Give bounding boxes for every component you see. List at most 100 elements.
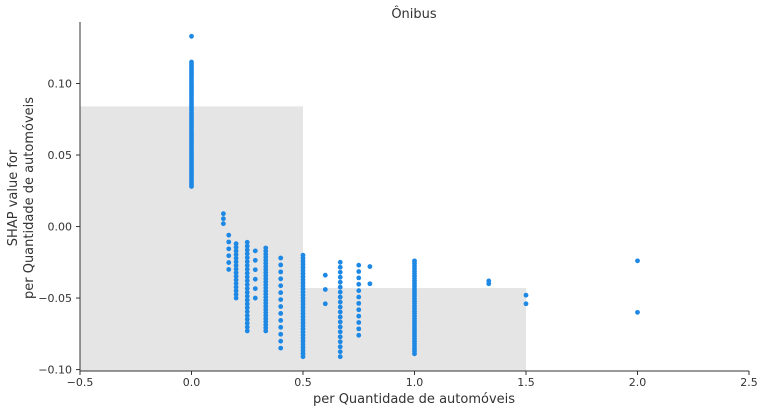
y-tick-label-0: −0.10 bbox=[38, 364, 72, 377]
scatter-point-89 bbox=[244, 316, 250, 322]
scatter-point-157 bbox=[278, 255, 284, 261]
scatter-point-102 bbox=[244, 266, 250, 272]
axes: −0.5 0.0 0.5 1.0 1.5 2.0 2.5 −0.10 −0.05 0.00 0.05… bbox=[38, 22, 758, 389]
scatter-point-200 bbox=[337, 329, 343, 335]
scatter-point-91 bbox=[244, 309, 250, 315]
scatter-point-70 bbox=[233, 295, 239, 301]
scatter-point-197 bbox=[337, 344, 343, 350]
scatter-point-80 bbox=[233, 259, 239, 265]
scatter-point-212 bbox=[337, 269, 343, 275]
scatter-point-101 bbox=[244, 270, 250, 276]
scatter-point-194 bbox=[322, 272, 328, 278]
scatter-point-69 bbox=[226, 232, 232, 238]
scatter-point-224 bbox=[356, 275, 362, 281]
scatter-point-106 bbox=[244, 251, 250, 257]
scatter-point-150 bbox=[278, 304, 284, 309]
y-tick-label-2: 0.00 bbox=[48, 221, 73, 234]
scatter-point-149 bbox=[278, 311, 284, 316]
scatter-point-110 bbox=[252, 295, 258, 301]
scatter-point-104 bbox=[244, 259, 250, 264]
scatter-point-73 bbox=[233, 284, 239, 290]
scatter-point-61 bbox=[220, 221, 226, 227]
scatter-point-60 bbox=[189, 33, 194, 39]
scatter-point-86 bbox=[244, 328, 250, 334]
scatter-point-203 bbox=[337, 314, 343, 320]
scatter-point-147 bbox=[278, 324, 284, 330]
scatter-point-103 bbox=[244, 263, 250, 268]
scatter-point-191 bbox=[300, 252, 306, 258]
scatter-point-217 bbox=[356, 320, 362, 325]
scatter-point-74 bbox=[233, 281, 239, 286]
x-tick-label-4: 1.5 bbox=[517, 376, 535, 389]
scatter-point-71 bbox=[233, 292, 239, 297]
scatter-point-201 bbox=[337, 324, 343, 330]
scatter-point-87 bbox=[244, 324, 250, 330]
scatter-point-63 bbox=[220, 211, 226, 217]
scatter-point-193 bbox=[322, 287, 328, 292]
scatter-point-208 bbox=[337, 289, 343, 295]
scatter-point-77 bbox=[233, 270, 239, 276]
scatter-point-271 bbox=[635, 309, 640, 315]
scatter-point-196 bbox=[337, 349, 343, 355]
scatter-point-62 bbox=[220, 216, 226, 222]
scatter-point-111 bbox=[252, 286, 258, 292]
scatter-point-93 bbox=[244, 301, 250, 307]
scatter-point-151 bbox=[278, 297, 284, 302]
scatter-point-68 bbox=[226, 239, 232, 245]
scatter-point-148 bbox=[278, 317, 284, 323]
scatter-point-204 bbox=[337, 309, 343, 315]
scatter-point-96 bbox=[244, 289, 250, 295]
scatter-point-195 bbox=[337, 354, 343, 360]
scatter-point-228 bbox=[367, 264, 373, 269]
scatter-point-218 bbox=[356, 313, 362, 319]
scatter-point-198 bbox=[337, 339, 343, 345]
scatter-point-66 bbox=[226, 253, 232, 259]
scatter-point-143 bbox=[263, 245, 269, 251]
scatter-point-207 bbox=[337, 294, 343, 300]
chart-title: Ônibus bbox=[391, 6, 437, 22]
scatter-point-211 bbox=[337, 274, 343, 280]
scatter-point-97 bbox=[244, 286, 250, 291]
scatter-point-272 bbox=[635, 258, 640, 264]
scatter-point-81 bbox=[233, 255, 239, 261]
scatter-point-59 bbox=[189, 59, 194, 65]
scatter-point-65 bbox=[226, 260, 232, 265]
scatter-point-209 bbox=[337, 284, 343, 290]
scatter-point-269 bbox=[523, 301, 529, 307]
scatter-point-83 bbox=[233, 248, 239, 254]
scatter-point-85 bbox=[233, 241, 239, 247]
scatter-point-213 bbox=[337, 264, 343, 270]
x-tick-label-3: 1.0 bbox=[406, 376, 424, 389]
scatter-point-108 bbox=[244, 243, 250, 249]
scatter-point-112 bbox=[252, 276, 258, 282]
scatter-point-154 bbox=[278, 276, 284, 282]
y-tick-label-4: 0.10 bbox=[48, 78, 73, 91]
scatter-point-105 bbox=[244, 255, 250, 261]
x-tick-label-5: 2.0 bbox=[629, 376, 647, 389]
scatter-point-206 bbox=[337, 299, 343, 305]
scatter-point-95 bbox=[244, 293, 250, 299]
scatter-point-94 bbox=[244, 297, 250, 303]
scatter-point-113 bbox=[252, 267, 258, 273]
scatter-point-98 bbox=[244, 282, 250, 288]
scatter-point-214 bbox=[337, 259, 343, 265]
scatter-point-268 bbox=[486, 278, 492, 284]
scatter-point-115 bbox=[252, 248, 258, 254]
scatter-point-202 bbox=[337, 319, 343, 325]
scatter-point-199 bbox=[337, 334, 343, 340]
scatter-point-221 bbox=[356, 294, 362, 300]
scatter-point-107 bbox=[244, 247, 250, 253]
x-tick-label-0: −0.5 bbox=[67, 376, 94, 389]
scatter-point-155 bbox=[278, 269, 284, 275]
scatter-point-146 bbox=[278, 331, 284, 337]
scatter-point-84 bbox=[233, 244, 239, 250]
scatter-point-226 bbox=[356, 262, 362, 268]
scatter-point-144 bbox=[278, 345, 284, 351]
scatter-point-152 bbox=[278, 290, 284, 296]
y-axis-label-line1: SHAP value for bbox=[6, 149, 21, 246]
scatter-point-215 bbox=[356, 332, 362, 338]
scatter-point-216 bbox=[356, 326, 362, 332]
scatter-point-82 bbox=[233, 252, 239, 257]
scatter-point-219 bbox=[356, 307, 362, 313]
scatter-point-78 bbox=[233, 266, 239, 272]
